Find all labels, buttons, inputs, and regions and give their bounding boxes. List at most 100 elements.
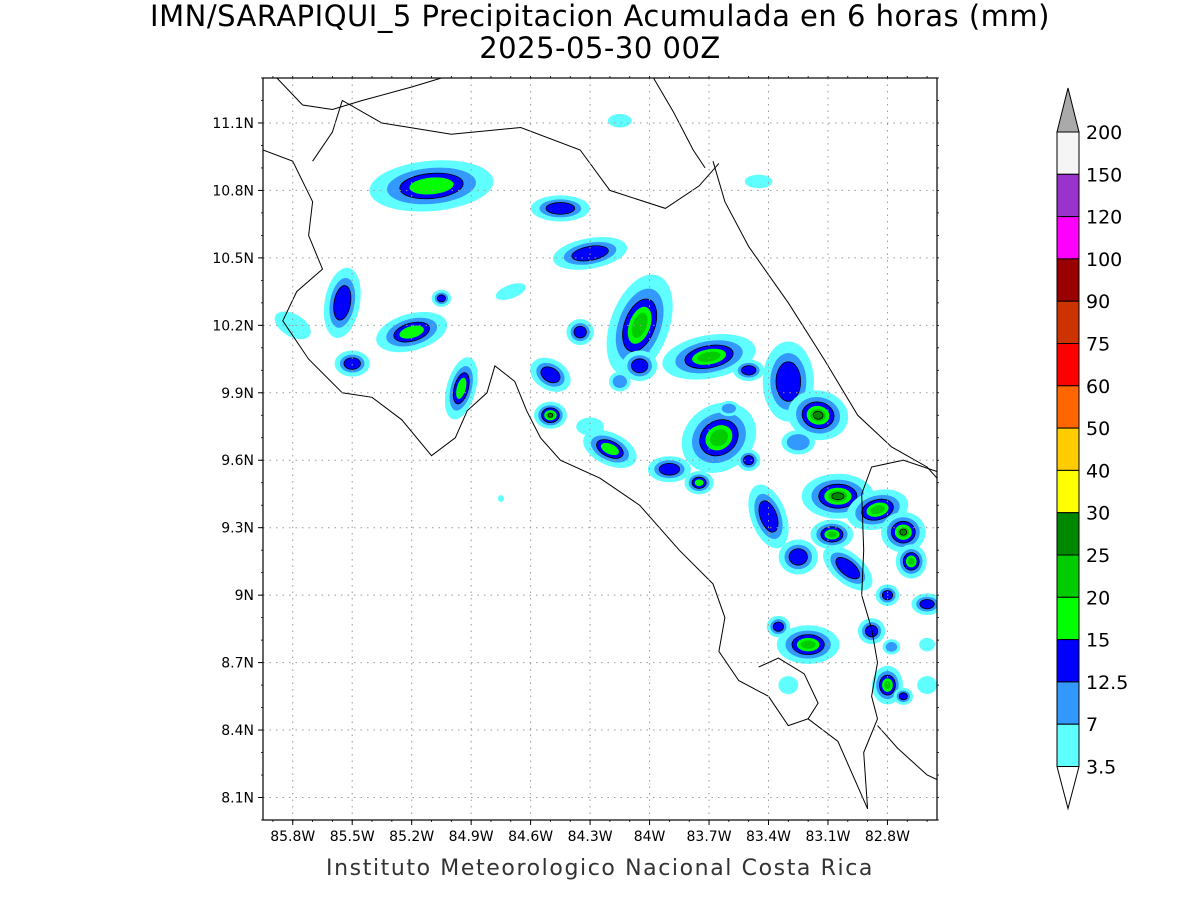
rain-cell — [823, 545, 873, 591]
lat-tick-label: 8.7N — [221, 656, 254, 672]
rain-contour — [884, 680, 891, 690]
rain-cell — [621, 350, 658, 382]
rain-contour — [898, 692, 908, 701]
rain-contour — [600, 442, 619, 456]
rain-cell — [431, 289, 452, 307]
rain-cell — [781, 430, 815, 455]
rain-contour — [495, 283, 526, 300]
lat-tick-label: 11.1N — [212, 116, 254, 132]
rain-cell — [895, 544, 927, 579]
rain-contour — [919, 599, 935, 610]
rain-cell — [583, 430, 637, 468]
rain-contour — [835, 557, 861, 580]
rain-contour — [631, 312, 648, 339]
rain-contour — [612, 375, 627, 389]
legend-swatch — [1056, 427, 1080, 471]
legend-label: 25 — [1086, 545, 1110, 567]
legend-label: 75 — [1086, 334, 1110, 356]
rain-contour — [908, 557, 915, 566]
legend-swatch — [1056, 343, 1080, 387]
rain-contour — [573, 325, 587, 339]
coastlines-borders — [263, 78, 937, 810]
rain-cell — [766, 615, 791, 638]
legend-label: 20 — [1086, 587, 1110, 609]
legend-under-arrow — [1056, 766, 1080, 811]
rain-cell — [748, 484, 789, 549]
legend-swatch — [1056, 723, 1080, 768]
precipitation-field — [274, 113, 937, 705]
rain-cell — [553, 236, 628, 270]
rain-cell — [606, 274, 673, 377]
page-title: IMN/SARAPIQUI_5 Precipitacion Acumulada … — [150, 0, 1050, 33]
rain-cell — [323, 267, 361, 338]
lat-tick-label: 10.8N — [212, 183, 254, 199]
rain-contour — [758, 500, 779, 533]
lon-tick-label: 85.8W — [270, 829, 315, 845]
rain-cell — [801, 473, 875, 519]
rain-cell — [875, 584, 900, 606]
rain-cell — [776, 625, 840, 664]
coastline-panama-south — [877, 725, 937, 780]
lat-tick-label: 9.3N — [221, 521, 254, 537]
rain-cell — [566, 319, 594, 346]
rain-contour — [743, 455, 755, 466]
legend-label: 200 — [1086, 122, 1122, 144]
rain-contour — [333, 285, 352, 321]
rain-cell — [530, 357, 571, 392]
rain-contour — [497, 495, 504, 502]
legend-swatch — [1056, 131, 1080, 175]
rain-cell — [497, 495, 504, 502]
rain-contour — [744, 174, 773, 189]
lat-tick-label: 10.2N — [212, 318, 254, 334]
rain-cell — [607, 113, 632, 128]
rain-cell — [662, 334, 756, 380]
rain-contour — [607, 113, 632, 128]
rain-cell — [917, 676, 937, 695]
rain-contour — [827, 531, 837, 538]
legend-label: 3.5 — [1086, 757, 1116, 779]
lat-tick-label: 9.9N — [221, 386, 254, 402]
rain-contour — [741, 365, 757, 376]
rain-cell — [736, 449, 761, 472]
rain-contour — [697, 351, 721, 362]
coastline-panama-border — [861, 459, 937, 809]
rain-contour — [540, 366, 561, 384]
legend-swatch — [1056, 173, 1080, 218]
lat-tick-label: 9.6N — [221, 453, 254, 469]
rain-cell — [684, 471, 714, 495]
rain-contour — [917, 676, 937, 695]
rain-contour — [831, 492, 845, 501]
rain-cell — [369, 160, 494, 212]
rain-cell — [882, 639, 901, 655]
rain-cell — [534, 401, 567, 429]
rain-cell — [778, 676, 799, 695]
lon-tick-label: 83.1W — [805, 829, 850, 845]
rain-cell — [718, 400, 740, 417]
rain-contour — [899, 528, 908, 536]
legend-label: 12.5 — [1086, 672, 1128, 694]
rain-contour — [885, 642, 898, 652]
rain-cell — [609, 371, 631, 392]
rain-contour — [778, 676, 799, 695]
rain-cell — [787, 390, 849, 441]
rain-cell — [810, 519, 854, 550]
coastline-nicaragua-lake-shore — [276, 78, 442, 111]
rain-contour — [721, 403, 736, 414]
rain-cell — [444, 357, 478, 420]
legend-label: 120 — [1086, 207, 1122, 229]
rain-contour — [788, 548, 808, 566]
legend-swatch — [1056, 300, 1080, 345]
plot-frame — [262, 77, 938, 821]
axis-ticks: 11.1N 10.8N 10.5N 10.2N 9.9N 9.6N 9.3N 9N 8.7N 8.… — [212, 76, 939, 845]
legend-swatch — [1056, 639, 1080, 683]
rain-contour — [343, 357, 361, 370]
rain-contour — [919, 637, 936, 652]
legend-label: 50 — [1086, 418, 1110, 440]
page-subtitle: 2025-05-30 00Z — [479, 31, 721, 65]
legend-label: 30 — [1086, 503, 1110, 525]
rain-cell — [647, 456, 692, 483]
rain-contour — [694, 479, 704, 487]
color-legend: 200 150 120 100 90 75 60 50 40 30 25 20 15 12.5 7 3.5 — [1056, 87, 1128, 811]
lat-tick-label: 8.4N — [221, 723, 254, 739]
